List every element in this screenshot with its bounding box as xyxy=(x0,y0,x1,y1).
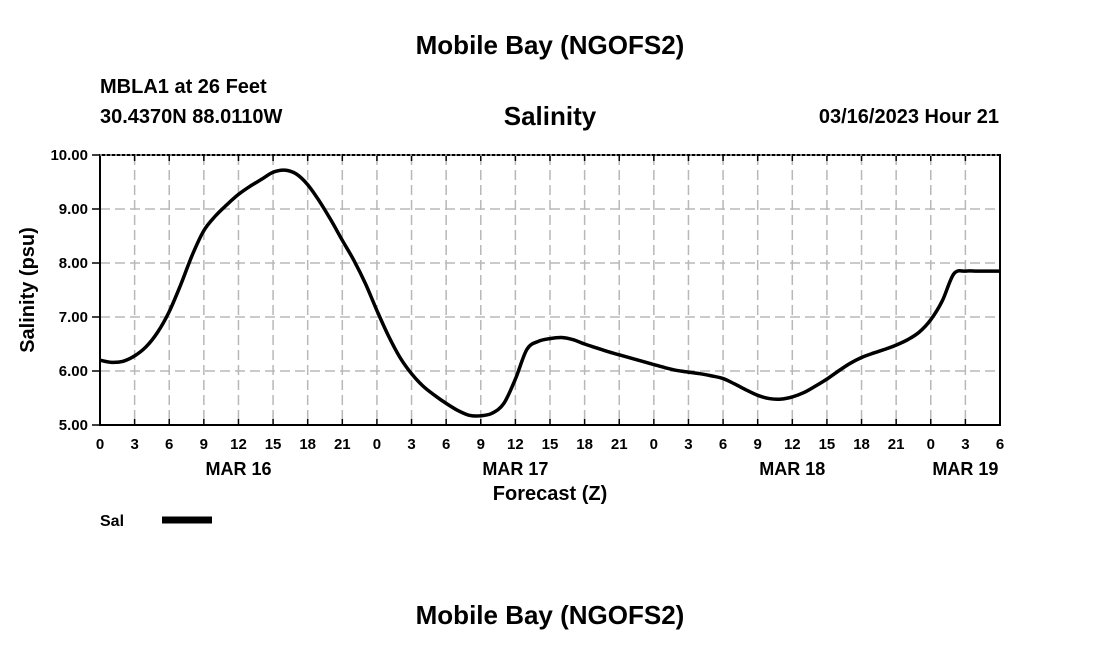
salinity-chart: 0 3 6 9 12 15 18 21 0 3 6 9 12 15 18 21 0 3 6 9 12 15 18 21 0 3 6 5… xyxy=(17,147,1004,530)
x-tick-label: 3 xyxy=(961,436,969,453)
x-tick-label: 21 xyxy=(334,436,351,453)
x-tick-label: 15 xyxy=(542,436,559,453)
date-label: MAR 19 xyxy=(932,459,998,479)
main-title: Mobile Bay (NGOFS2) xyxy=(415,30,685,60)
station-label: MBLA1 at 26 Feet xyxy=(100,76,267,98)
x-tick-label: 0 xyxy=(96,436,104,453)
x-axis-title: Forecast (Z) xyxy=(493,483,607,505)
x-tick-label: 6 xyxy=(719,436,727,453)
x-tick-label: 6 xyxy=(165,436,173,453)
x-tick-label: 9 xyxy=(200,436,208,453)
date-label: MAR 17 xyxy=(482,459,548,479)
x-tick-label: 3 xyxy=(407,436,415,453)
legend-label-sal: Sal xyxy=(100,513,124,530)
y-tick-label: 7.00 xyxy=(59,309,88,326)
x-tick-label: 6 xyxy=(996,436,1004,453)
x-tick-label: 18 xyxy=(576,436,593,453)
x-tick-label: 3 xyxy=(130,436,138,453)
x-tick-label: 3 xyxy=(684,436,692,453)
x-tick-label: 18 xyxy=(853,436,870,453)
y-tick-label: 10.00 xyxy=(50,147,88,164)
x-tick-label: 21 xyxy=(888,436,905,453)
x-tick-label: 18 xyxy=(299,436,316,453)
date-label: MAR 16 xyxy=(205,459,271,479)
x-tick-label: 9 xyxy=(754,436,762,453)
y-tick-label: 6.00 xyxy=(59,363,88,380)
legend: Sal xyxy=(100,513,212,530)
y-tick-label: 9.00 xyxy=(59,201,88,218)
x-tick-label: 6 xyxy=(442,436,450,453)
y-tick-label: 5.00 xyxy=(59,417,88,434)
chart-title: Salinity xyxy=(503,101,597,131)
series-line-sal xyxy=(100,168,1000,418)
x-tick-label: 15 xyxy=(265,436,282,453)
x-tick-label: 9 xyxy=(477,436,485,453)
y-tick-label: 8.00 xyxy=(59,255,88,272)
x-tick-label: 0 xyxy=(927,436,935,453)
axis-labels: 0 3 6 9 12 15 18 21 0 3 6 9 12 15 18 21 0 3 6 9 12 15 18 21 0 3 6 5… xyxy=(50,147,1004,479)
forecast-datetime: 03/16/2023 Hour 21 xyxy=(818,106,999,128)
y-axis-title: Salinity (psu) xyxy=(17,227,39,353)
axis-ticks xyxy=(92,154,1001,426)
x-tick-label: 12 xyxy=(784,436,801,453)
footer-title: Mobile Bay (NGOFS2) xyxy=(415,600,685,630)
station-coordinates: 30.4370N 88.0110W xyxy=(100,106,283,128)
x-tick-label: 0 xyxy=(373,436,381,453)
x-tick-label: 12 xyxy=(507,436,524,453)
date-label: MAR 18 xyxy=(759,459,825,479)
x-tick-label: 15 xyxy=(819,436,836,453)
x-tick-label: 12 xyxy=(230,436,247,453)
x-tick-label: 0 xyxy=(650,436,658,453)
x-tick-label: 21 xyxy=(611,436,628,453)
